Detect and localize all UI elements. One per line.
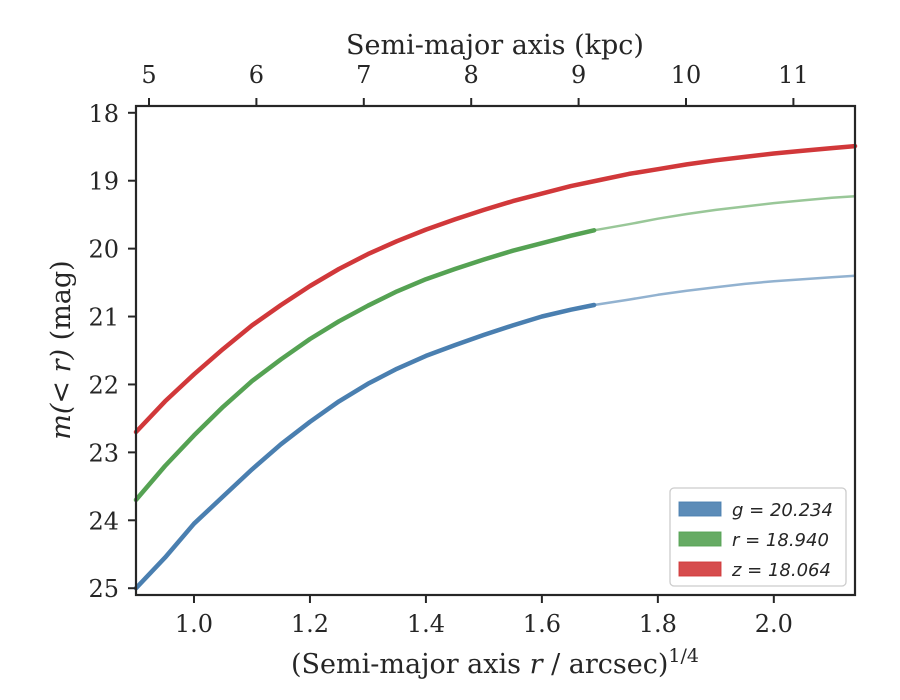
plot-frame <box>134 104 857 597</box>
top-tick-label: 10 <box>671 61 702 89</box>
x-tick-label: 1.0 <box>175 610 213 638</box>
series-layer <box>133 143 858 591</box>
top-tick-label: 7 <box>356 61 371 89</box>
x-tick-label: 1.2 <box>291 610 329 638</box>
y-tick-label: 22 <box>88 371 119 399</box>
top-tick-label: 6 <box>249 61 264 89</box>
y-tick-label: 23 <box>88 439 119 467</box>
top-axis-title: Semi-major axis (kpc) <box>346 30 644 61</box>
legend: g = 20.234 r = 18.940 z = 18.064 <box>669 487 847 587</box>
x-tick-label: 1.4 <box>407 610 445 638</box>
top-tick-label: 11 <box>778 61 809 89</box>
series-line-0 <box>133 302 597 591</box>
legend-swatch <box>678 531 722 547</box>
x-axis-title: (Semi-major axis r / arcsec)1/4 <box>291 645 699 680</box>
legend-label: g = 20.234 <box>732 500 833 521</box>
y-tick-label: 20 <box>88 236 119 264</box>
y-tick-label: 21 <box>88 304 119 332</box>
legend-swatch <box>678 501 722 517</box>
series-line-2 <box>133 143 858 435</box>
top-tick-label: 5 <box>141 61 156 89</box>
legend-swatch <box>678 561 722 577</box>
legend-label: z = 18.064 <box>731 560 831 581</box>
legend-label: r = 18.940 <box>732 530 829 551</box>
y-tick-label: 18 <box>88 100 119 128</box>
y-tick-label: 24 <box>88 507 119 535</box>
top-tick-label: 8 <box>464 61 479 89</box>
y-axis-title: m(< r) (mag) <box>46 260 77 439</box>
y-tick-label: 19 <box>88 168 119 196</box>
axes-layer: 1.0 1.2 1.4 1.6 1.8 2.0 18 19 20 21 22 23 24 25 5 6 7 8 9 1… <box>88 61 857 638</box>
series-line-1 <box>133 228 597 503</box>
x-tick-label: 1.6 <box>523 610 561 638</box>
x-tick-label: 2.0 <box>755 610 793 638</box>
x-tick-label: 1.8 <box>639 610 677 638</box>
top-tick-label: 9 <box>571 61 586 89</box>
y-tick-label: 25 <box>88 575 119 603</box>
series-line-extrapolated-0 <box>593 274 856 307</box>
series-line-extrapolated-1 <box>593 195 856 232</box>
